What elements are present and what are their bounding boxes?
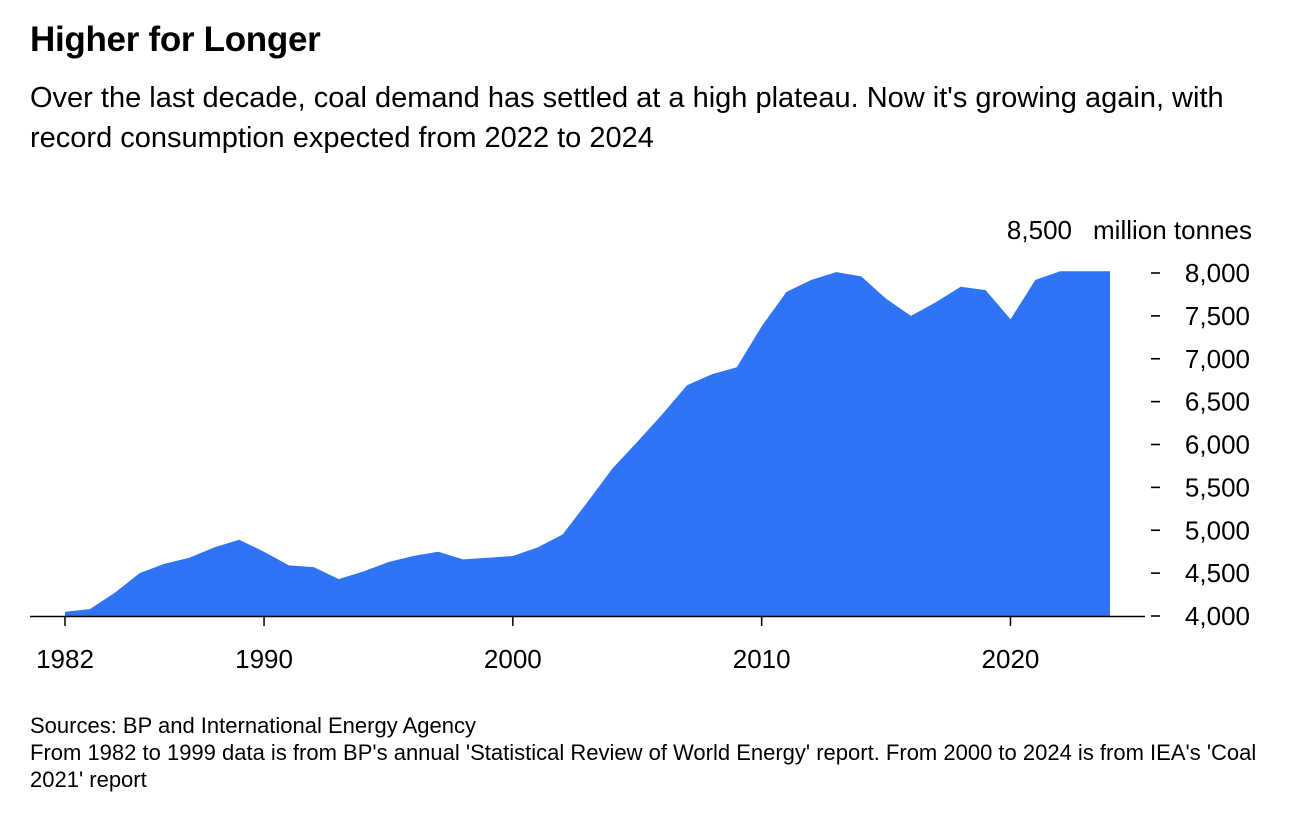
chart-notes: Sources: BP and International Energy Age…	[30, 712, 1270, 793]
x-tick-label: 2000	[484, 644, 542, 674]
y-tick-label: 6,500	[1185, 387, 1250, 417]
y-tick-label: 7,500	[1185, 301, 1250, 331]
x-tick-label: 2020	[982, 644, 1040, 674]
sources-note: Sources: BP and International Energy Age…	[30, 713, 476, 738]
y-tick-label: 4,500	[1185, 558, 1250, 588]
methodology-note: From 1982 to 1999 data is from BP's annu…	[30, 740, 1257, 792]
y-axis-unit-label: million tonnes	[1093, 215, 1252, 245]
y-axis-ticks: 4,000 4,500 5,000 5,500 6,000 6,500 7,000 7,500…	[1007, 215, 1250, 631]
x-tick-label: 1982	[36, 644, 94, 674]
y-tick-label: 8,500	[1007, 215, 1072, 245]
y-tick-label: 7,000	[1185, 344, 1250, 374]
y-tick-label: 5,000	[1185, 515, 1250, 545]
y-tick-label: 4,000	[1185, 601, 1250, 631]
chart-title: Higher for Longer	[30, 20, 321, 59]
x-axis-ticks: 1982 1990 2000 2010 2020	[36, 616, 1039, 674]
coal-demand-area	[65, 271, 1110, 616]
x-tick-label: 1990	[235, 644, 293, 674]
coal-demand-chart: 1982 1990 2000 2010 2020 4,000 4,500 5,000 5,50…	[30, 215, 1252, 674]
y-tick-label: 8,000	[1185, 258, 1250, 288]
x-tick-label: 2010	[733, 644, 791, 674]
y-tick-label: 5,500	[1185, 472, 1250, 502]
chart-subtitle: Over the last decade, coal demand has se…	[30, 82, 1224, 154]
y-tick-label: 6,000	[1185, 430, 1250, 460]
